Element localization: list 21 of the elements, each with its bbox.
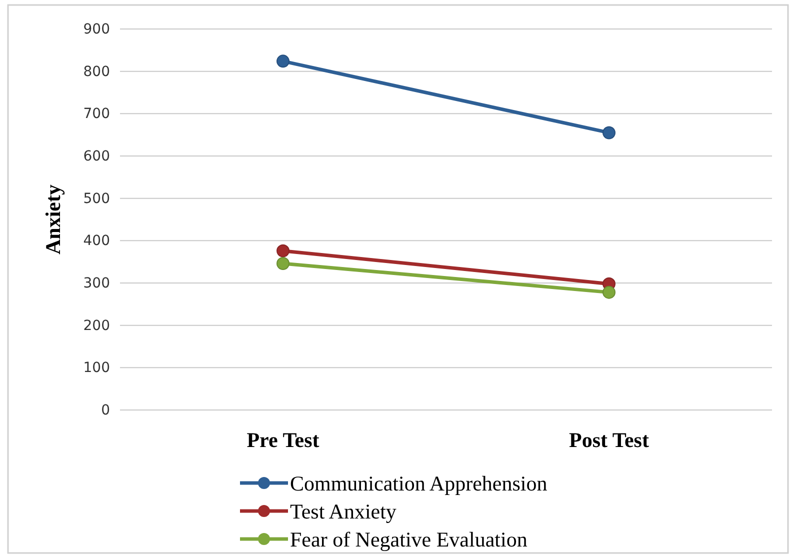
- legend-label: Test Anxiety: [290, 499, 397, 524]
- y-tick-label: 400: [83, 233, 110, 250]
- y-tick-label: 800: [83, 64, 110, 80]
- y-tick-label: 600: [83, 148, 110, 164]
- y-tick-label: 0: [101, 402, 110, 418]
- y-tick-label: 900: [83, 21, 110, 38]
- point: [602, 126, 616, 140]
- x-tick-label: Post Test: [569, 428, 649, 452]
- y-tick-label: 700: [83, 106, 110, 122]
- y-axis-title: Anxiety: [41, 184, 65, 254]
- point: [276, 257, 290, 270]
- y-tick-label: 100: [83, 360, 110, 376]
- y-tick-label: 500: [83, 190, 110, 207]
- point: [276, 244, 290, 258]
- x-tick-label: Pre Test: [246, 428, 320, 452]
- y-tick-label: 300: [83, 275, 110, 292]
- point: [602, 286, 616, 299]
- legend-label: Fear of Negative Evaluation: [290, 527, 528, 552]
- point: [276, 54, 290, 68]
- y-tick-label: 200: [83, 318, 110, 334]
- legend-label: Communication Apprehension: [290, 471, 548, 496]
